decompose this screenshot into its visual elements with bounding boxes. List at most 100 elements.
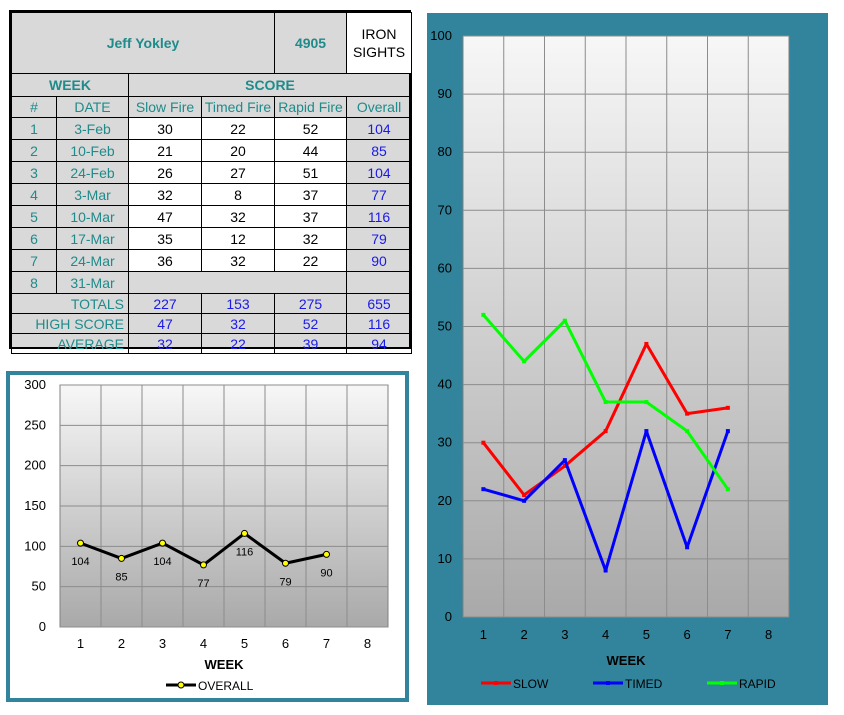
high-score-label: HIGH SCORE [11, 313, 129, 334]
data-label: 104 [71, 556, 89, 568]
row-date: 24-Mar [56, 249, 129, 272]
row-date: 17-Mar [56, 227, 129, 250]
table-row: 8 31-Mar [11, 271, 413, 294]
row-timed: 22 [200, 117, 276, 140]
data-point-timed [725, 429, 730, 434]
y-tick-label: 300 [24, 377, 46, 392]
data-point-rapid [725, 487, 730, 492]
legend-label-overall: OVERALL [198, 679, 254, 693]
x-tick-label: 7 [323, 636, 330, 651]
data-point-overall [77, 539, 84, 547]
row-overall [346, 271, 413, 294]
data-point-timed [562, 458, 567, 463]
week-header: WEEK [11, 73, 129, 97]
x-tick-label: 3 [159, 636, 166, 651]
row-slow: 47 [128, 205, 202, 228]
totals-slow: 227 [128, 293, 202, 314]
row-rapid: 32 [274, 227, 348, 250]
sight-type-line2: SIGHTS [352, 44, 406, 60]
row-timed: 12 [200, 227, 276, 250]
scores-chart: 0 10 20 30 40 50 60 70 80 90 100 1 2 3 4 5 6 7 8 WEEK SLOW TI… [430, 28, 790, 691]
x-tick-label: 2 [118, 636, 125, 651]
overall-chart-panel: 0 50 100 150 200 250 300 1 2 3 4 5 6 7 8 WEEK 104 85 104 77… [6, 371, 409, 702]
high-overall: 116 [346, 313, 413, 334]
row-overall: 104 [346, 117, 413, 140]
sight-type: IRON SIGHTS [346, 12, 413, 74]
data-point-rapid [644, 400, 649, 405]
shooter-number: 4905 [274, 12, 348, 74]
table-row: 4 3-Mar 32 8 37 77 [11, 183, 413, 206]
x-tick-label: 7 [724, 627, 731, 642]
data-point-overall [323, 550, 330, 558]
legend-marker-rapid [720, 681, 724, 685]
row-timed: 32 [200, 205, 276, 228]
x-tick-label: 6 [684, 627, 691, 642]
row-slow: 26 [128, 161, 202, 184]
row-rapid: 51 [274, 161, 348, 184]
y-tick-label: 200 [24, 458, 46, 473]
x-tick-label: 4 [602, 627, 609, 642]
y-tick-label: 100 [430, 28, 452, 43]
scores-chart-panel: 0 10 20 30 40 50 60 70 80 90 100 1 2 3 4 5 6 7 8 WEEK SLOW TI… [427, 13, 828, 705]
legend-marker-timed [606, 681, 610, 685]
row-rapid: 22 [274, 249, 348, 272]
row-num: 3 [11, 161, 57, 184]
high-score-row: HIGH SCORE 47 32 52 116 [11, 313, 413, 334]
data-point-rapid [562, 318, 567, 323]
data-point-rapid [685, 429, 690, 434]
totals-row: TOTALS 227 153 275 655 [11, 293, 413, 314]
data-point-slow [603, 429, 608, 434]
data-point-timed [481, 487, 486, 492]
data-label: 79 [279, 576, 291, 588]
table-row: 1 3-Feb 30 22 52 104 [11, 117, 413, 140]
x-axis-title: WEEK [205, 657, 245, 672]
y-tick-label: 250 [24, 417, 46, 432]
y-tick-label: 80 [438, 144, 452, 159]
data-point-slow [522, 492, 527, 497]
data-point-overall [200, 561, 207, 569]
data-point-overall [241, 529, 248, 537]
row-num: 1 [11, 117, 57, 140]
row-rapid: 37 [274, 205, 348, 228]
data-label: 104 [153, 556, 171, 568]
high-timed: 32 [200, 313, 276, 334]
row-timed: 8 [200, 183, 276, 206]
row-overall: 85 [346, 139, 413, 162]
data-point-overall [282, 559, 289, 567]
x-tick-label: 3 [561, 627, 568, 642]
data-point-slow [562, 463, 567, 468]
average-label: AVERAGE [11, 333, 129, 354]
row-num: 4 [11, 183, 57, 206]
y-tick-label: 100 [24, 538, 46, 553]
legend-label-rapid: RAPID [739, 677, 776, 691]
data-point-timed [522, 498, 527, 503]
row-date: 10-Feb [56, 139, 129, 162]
y-tick-label: 0 [39, 619, 46, 634]
y-tick-label: 50 [32, 579, 46, 594]
row-overall: 79 [346, 227, 413, 250]
row-timed: 32 [200, 249, 276, 272]
average-overall: 94 [346, 333, 413, 354]
table-row: 7 24-Mar 36 32 22 90 [11, 249, 413, 272]
data-point-timed [685, 545, 690, 550]
totals-timed: 153 [200, 293, 276, 314]
y-tick-label: 70 [438, 202, 452, 217]
shooter-name: Jeff Yokley [10, 12, 276, 74]
col-slow-header: Slow Fire [128, 96, 202, 118]
row-num: 6 [11, 227, 57, 250]
row-slow: 36 [128, 249, 202, 272]
x-tick-label: 6 [282, 636, 289, 651]
x-tick-label: 8 [364, 636, 371, 651]
totals-overall: 655 [346, 293, 413, 314]
average-slow: 32 [128, 333, 202, 354]
data-point-slow [481, 440, 486, 445]
legend-marker-slow [494, 681, 498, 685]
col-num-header: # [11, 96, 57, 118]
y-tick-label: 60 [438, 260, 452, 275]
row-overall: 77 [346, 183, 413, 206]
average-timed: 22 [200, 333, 276, 354]
table-row: 6 17-Mar 35 12 32 79 [11, 227, 413, 250]
x-tick-label: 4 [200, 636, 207, 651]
row-num: 7 [11, 249, 57, 272]
y-tick-label: 30 [438, 435, 452, 450]
